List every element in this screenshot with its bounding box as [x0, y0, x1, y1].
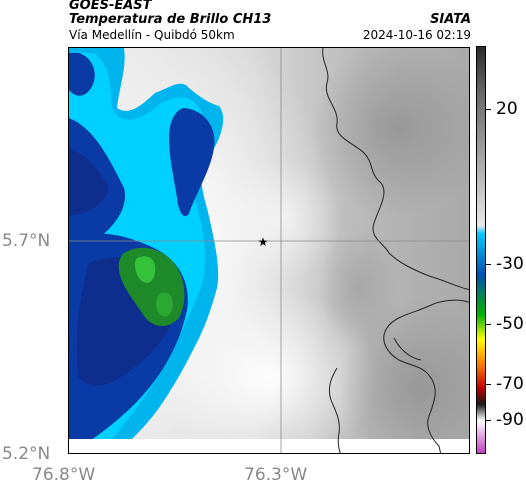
lon-tick-76-3: 76.3°W — [244, 465, 308, 485]
lat-tick-5-7: 5.7°N — [2, 231, 51, 251]
lat-tick-5-2: 5.2°N — [2, 444, 51, 464]
timestamp-label: 2024-10-16 02:19 — [362, 28, 471, 42]
colorbar-label-neg70: -70 — [496, 374, 524, 394]
star-marker: ★ — [258, 235, 269, 249]
brightness-temperature-image: ★ — [69, 48, 469, 453]
colorbar-label-20: 20 — [496, 99, 518, 119]
agency-label: SIATA — [430, 12, 471, 27]
colorbar-tick — [486, 384, 491, 385]
satellite-map[interactable]: ★ — [68, 47, 470, 454]
colorbar-label-neg30: -30 — [496, 254, 524, 274]
colorbar-tick — [486, 420, 491, 421]
colorbar-tick — [486, 264, 491, 265]
region-subtitle: Vía Medellín - Quibdó 50km — [69, 28, 235, 42]
colorbar-tick — [486, 109, 491, 110]
product-title: Temperatura de Brillo CH13 — [69, 12, 272, 27]
satellite-title: GOES-EAST — [69, 0, 152, 13]
lon-tick-76-8: 76.8°W — [32, 465, 96, 485]
colorbar — [476, 46, 486, 454]
colorbar-label-neg90: -90 — [496, 410, 524, 430]
colorbar-label-neg50: -50 — [496, 314, 524, 334]
colorbar-tick — [486, 324, 491, 325]
